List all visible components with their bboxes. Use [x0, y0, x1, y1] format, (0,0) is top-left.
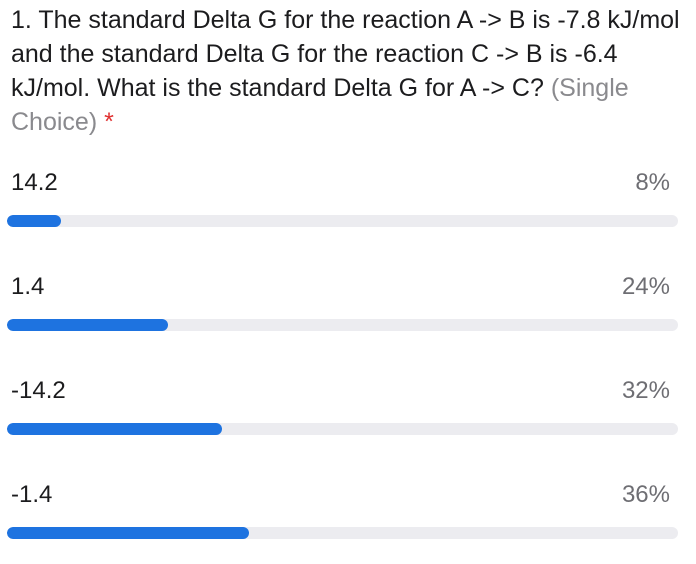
result-bar-track	[7, 215, 678, 227]
option-row: -1.4 36%	[0, 480, 696, 550]
option-row: 1.4 24%	[0, 272, 696, 342]
option-percent: 8%	[635, 169, 670, 196]
option-percent: 24%	[621, 273, 670, 300]
option-row: 14.2 8%	[0, 168, 696, 238]
option-percent: 36%	[621, 481, 670, 508]
question-text-block: 1. The standard Delta G for the reaction…	[11, 3, 681, 139]
required-mark: *	[104, 108, 114, 136]
option-label: 14.2	[11, 169, 58, 196]
question-type-label: (Single Choice)	[11, 74, 629, 136]
result-bar-fill	[7, 319, 169, 331]
result-bar-fill	[7, 527, 249, 539]
option-percent: 32%	[621, 377, 670, 404]
result-bar-fill	[7, 215, 61, 227]
option-label: -1.4	[11, 481, 53, 508]
option-label: -14.2	[11, 377, 66, 404]
option-row: -14.2 32%	[0, 376, 696, 446]
result-bar-fill	[7, 423, 222, 435]
question-text: 1. The standard Delta G for the reaction…	[11, 6, 680, 102]
result-bar-track	[7, 319, 678, 331]
result-bar-track	[7, 423, 678, 435]
result-bar-track	[7, 527, 678, 539]
option-label: 1.4	[11, 273, 45, 300]
